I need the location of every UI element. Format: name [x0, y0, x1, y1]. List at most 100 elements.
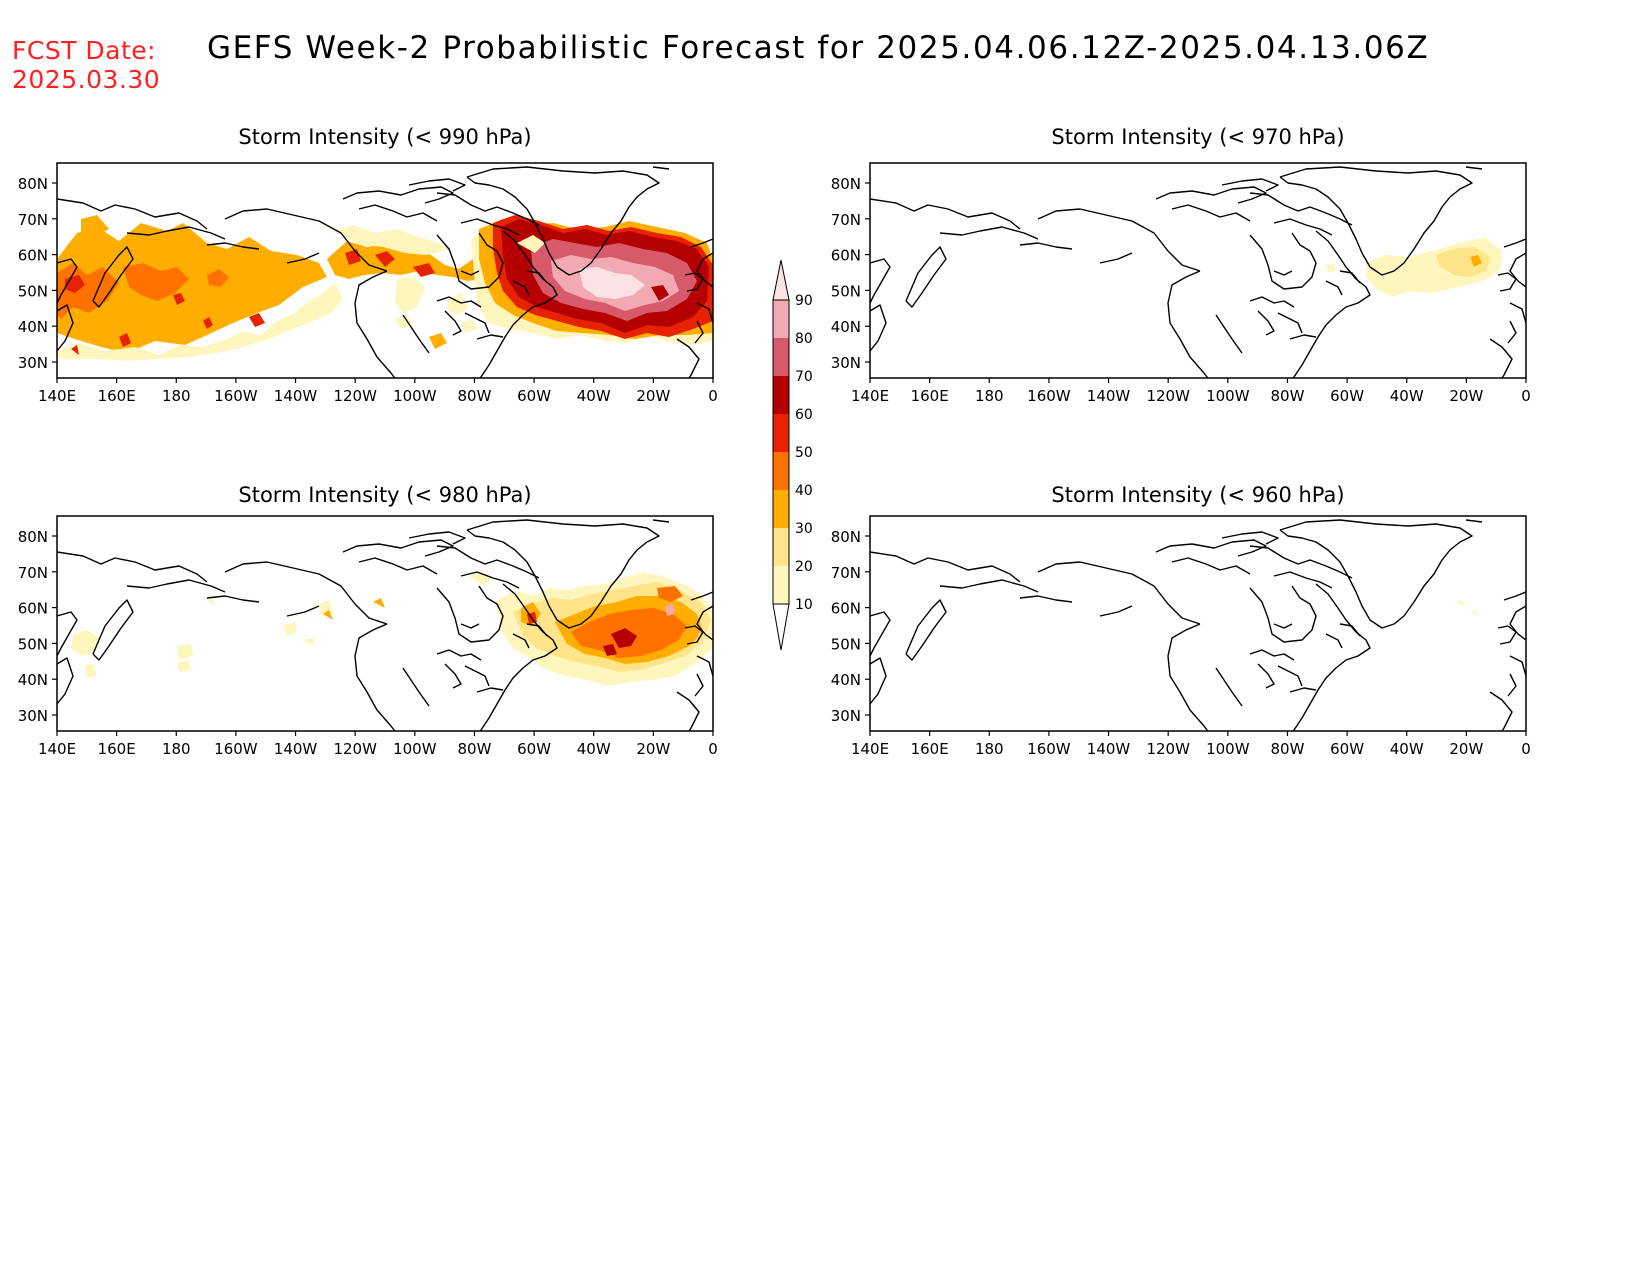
coastline — [870, 519, 1526, 731]
probability-area-5 — [207, 598, 215, 606]
lat-tick-label: 70N — [831, 211, 861, 229]
lat-tick-label: 50N — [18, 635, 48, 653]
lon-tick-label: 0 — [708, 740, 718, 758]
lon-tick-label: 80W — [1270, 387, 1304, 405]
lon-tick-label: 20W — [636, 740, 670, 758]
lat-tick-label: 60N — [18, 247, 48, 265]
fcst-date-value: 2025.03.30 — [12, 65, 161, 94]
lon-tick-label: 20W — [1449, 740, 1483, 758]
lat-tick-label: 30N — [18, 354, 48, 372]
colorbar-swatch — [773, 452, 789, 490]
colorbar-bottom-arrow — [772, 603, 790, 651]
probability-area-10 — [373, 598, 385, 608]
lat-tick-label: 50N — [831, 282, 861, 300]
colorbar-frame — [772, 299, 790, 605]
panel-title: Storm Intensity (< 980 hPa) — [238, 483, 531, 507]
probability-area-4 — [177, 660, 191, 672]
colorbar-label: 10 — [795, 597, 813, 613]
colorbar-swatch — [773, 566, 789, 604]
lon-tick-label: 100W — [1206, 387, 1250, 405]
probability-area-31 — [461, 319, 477, 333]
lon-tick-label: 140W — [274, 387, 318, 405]
colorbar-label: 50 — [795, 445, 813, 461]
probability-area-8 — [173, 293, 185, 305]
colorbar-swatch — [773, 528, 789, 566]
probability-area-16 — [447, 293, 469, 315]
colorbar-label: 60 — [795, 407, 813, 423]
lat-tick-label: 60N — [831, 600, 861, 618]
probability-area-20 — [665, 604, 675, 616]
lat-tick-label: 40N — [18, 671, 48, 689]
lon-tick-label: 60W — [517, 387, 551, 405]
probability-area-2 — [81, 215, 109, 237]
lat-tick-label: 80N — [18, 175, 48, 193]
lon-tick-label: 140E — [851, 387, 889, 405]
lon-tick-label: 100W — [393, 740, 437, 758]
lon-tick-label: 40W — [577, 740, 611, 758]
probability-area-19 — [413, 263, 435, 277]
lon-tick-label: 140E — [38, 740, 76, 758]
map-panel-980: Storm Intensity (< 980 hPa) 140E 160E 180 16… — [18, 483, 718, 758]
lat-tick-label: 50N — [18, 282, 48, 300]
lat-tick-label: 30N — [18, 707, 48, 725]
colorbar-top-arrow — [772, 259, 790, 301]
lon-tick-label: 100W — [1206, 740, 1250, 758]
lat-tick-label: 30N — [831, 354, 861, 372]
probability-area-4 — [1326, 263, 1336, 273]
map-frame — [56, 162, 714, 379]
colorbar-swatch — [773, 338, 789, 376]
lon-tick-label: 60W — [1330, 387, 1364, 405]
colorbar-swatch — [773, 414, 789, 452]
colorbar-label: 90 — [795, 293, 813, 309]
lat-tick-label: 80N — [18, 528, 48, 546]
lat-tick-label: 50N — [831, 635, 861, 653]
map-panel-960: Storm Intensity (< 960 hPa) 140E 160E 180 16… — [831, 483, 1531, 758]
lon-tick-label: 140E — [38, 387, 76, 405]
lon-tick-label: 160E — [911, 740, 949, 758]
lon-tick-label: 20W — [1449, 387, 1483, 405]
probability-area-3 — [57, 283, 343, 361]
lat-tick-label: 40N — [831, 318, 861, 336]
lon-tick-label: 160E — [98, 387, 136, 405]
lon-tick-label: 80W — [457, 387, 491, 405]
lon-tick-label: 120W — [1146, 740, 1190, 758]
lat-tick-label: 80N — [831, 528, 861, 546]
lon-tick-label: 0 — [1521, 740, 1531, 758]
lat-tick-label: 60N — [18, 600, 48, 618]
lon-tick-label: 40W — [1390, 387, 1424, 405]
probability-area-18 — [375, 251, 395, 267]
lat-tick-label: 70N — [831, 564, 861, 582]
lon-tick-label: 0 — [708, 387, 718, 405]
probability-area-7 — [303, 638, 315, 646]
lon-tick-label: 180 — [975, 740, 1004, 758]
lon-tick-label: 160W — [1027, 740, 1071, 758]
lat-tick-label: 30N — [831, 707, 861, 725]
probability-area-9 — [119, 333, 131, 347]
colorbar-label: 30 — [795, 521, 813, 537]
colorbar: 10 20 30 40 50 60 70 80 90 — [772, 259, 813, 651]
colorbar-label: 70 — [795, 369, 813, 385]
probability-area-3 — [1470, 255, 1482, 267]
lon-tick-label: 160W — [214, 387, 258, 405]
probability-area-15 — [395, 277, 425, 313]
probability-area-30 — [429, 333, 447, 349]
lon-tick-label: 160E — [911, 387, 949, 405]
probability-area-10 — [203, 317, 213, 329]
probability-area-21 — [657, 586, 683, 602]
coastline — [870, 166, 1526, 378]
colorbar-label: 80 — [795, 331, 813, 347]
probability-area-12 — [71, 345, 79, 355]
colorbar-label: 40 — [795, 483, 813, 499]
probability-area-14 — [333, 225, 451, 255]
lon-tick-label: 100W — [393, 387, 437, 405]
lat-tick-label: 70N — [18, 211, 48, 229]
lon-tick-label: 20W — [636, 387, 670, 405]
probability-area-1 — [1456, 600, 1464, 606]
map-frame — [869, 515, 1527, 732]
lon-tick-label: 80W — [1270, 740, 1304, 758]
lon-tick-label: 0 — [1521, 387, 1531, 405]
panel-title: Storm Intensity (< 970 hPa) — [1051, 125, 1344, 149]
lon-tick-label: 120W — [333, 740, 377, 758]
lon-tick-label: 140W — [274, 740, 318, 758]
